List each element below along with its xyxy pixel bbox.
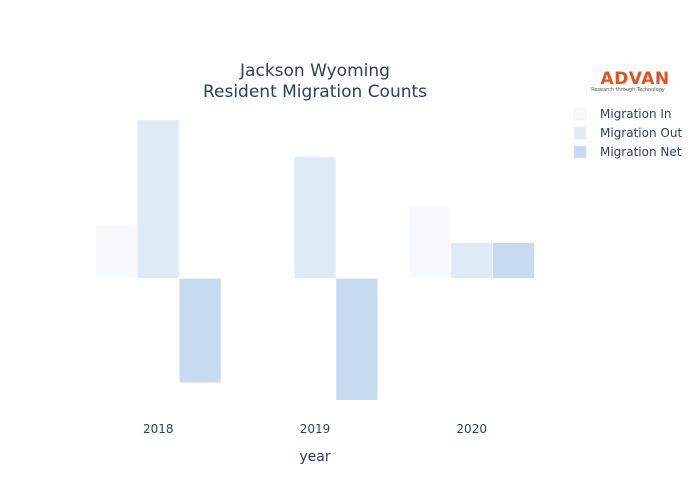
- legend-item-migration-out[interactable]: Migration Out: [573, 126, 682, 140]
- x-tick-label-2018: 2018: [143, 422, 174, 436]
- bar-migration-net-2018[interactable]: [178, 278, 222, 384]
- legend-item-migration-in[interactable]: Migration In: [573, 107, 672, 121]
- x-tick-label-2019: 2019: [300, 422, 331, 436]
- chart-title-line-1: Jackson Wyoming: [239, 61, 390, 81]
- x-tick-label-2020: 2020: [456, 422, 487, 436]
- legend-swatch: [573, 145, 587, 159]
- bar-migration-net-2020[interactable]: [492, 242, 535, 279]
- bar-migration-in-2018[interactable]: [95, 224, 138, 279]
- bar-migration-out-2020[interactable]: [450, 242, 493, 279]
- advan-logo: ADVAN Research through Technology: [591, 69, 669, 93]
- x-axis-title: year: [299, 449, 330, 465]
- bar-migration-in-2020[interactable]: [408, 206, 452, 279]
- bar-migration-out-2019[interactable]: [293, 156, 337, 279]
- bars-layer: [95, 119, 535, 401]
- legend-swatch: [573, 107, 587, 121]
- legend-label: Migration In: [600, 107, 672, 121]
- x-tick-labels: 2018 2019 2020: [143, 422, 487, 436]
- legend-swatch: [573, 126, 587, 140]
- legend-label: Migration Out: [600, 126, 682, 140]
- chart-title-line-2: Resident Migration Counts: [203, 82, 427, 102]
- logo-tagline: Research through Technology: [591, 87, 665, 93]
- legend-item-migration-net[interactable]: Migration Net: [573, 145, 682, 159]
- bar-migration-net-2019[interactable]: [335, 278, 378, 401]
- legend-label: Migration Net: [600, 145, 682, 159]
- bar-migration-out-2018[interactable]: [137, 119, 180, 279]
- legend: Migration In Migration Out Migration Net: [573, 107, 682, 159]
- logo-wordmark: ADVAN: [600, 69, 669, 89]
- chart-title: Jackson Wyoming Resident Migration Count…: [203, 61, 427, 102]
